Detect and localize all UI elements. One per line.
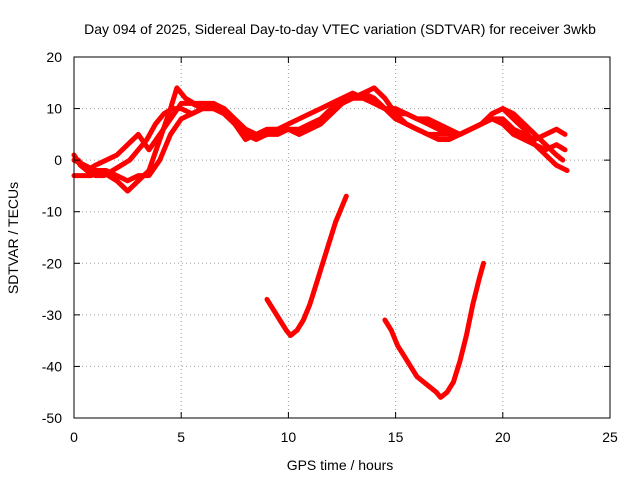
y-tick-label: -50 [42,410,62,426]
series-dip-1 [264,193,349,338]
y-tick-label: -10 [42,204,62,220]
x-tick-label: 20 [495,429,511,445]
series-track-a [71,90,568,173]
x-tick-label: 15 [388,429,404,445]
y-tick-label: -30 [42,307,62,323]
y-tick-label: -40 [42,358,62,374]
y-tick-label: -20 [42,255,62,271]
x-tick-label: 5 [177,429,185,445]
x-axis-label: GPS time / hours [287,457,394,473]
series-dip-2 [382,260,486,400]
y-tick-label: 10 [46,101,62,117]
x-tick-label: 25 [602,429,618,445]
y-tick-label: 0 [54,152,62,168]
series-track-d [75,90,566,179]
x-tick-label: 0 [70,429,78,445]
plot-frame [73,56,611,419]
y-tick-label: 20 [46,49,62,65]
x-tick-label: 10 [281,429,297,445]
chart-title: Day 094 of 2025, Sidereal Day-to-day VTE… [84,21,596,37]
grid [74,57,610,418]
y-axis-label: SDTVAR / TECUs [5,182,21,294]
series-group [71,85,570,400]
axis-ticks: 0 5 10 15 20 25 -50 -40 -30 -20 -10 0 10 20 [42,49,618,445]
